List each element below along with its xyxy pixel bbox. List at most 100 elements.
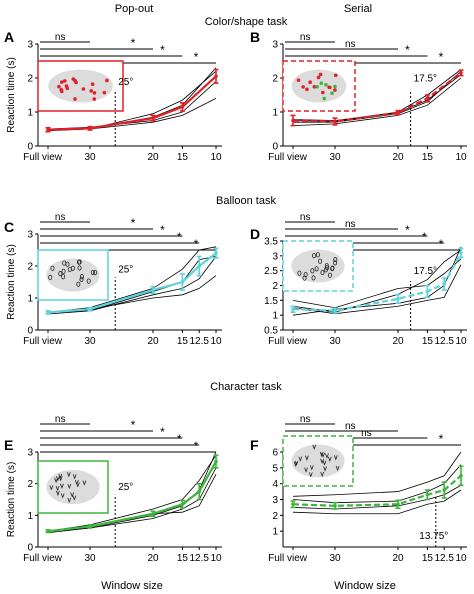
x-tick-label: Full view xyxy=(268,152,308,163)
stimulus-dot xyxy=(308,80,312,85)
stimulus-dot xyxy=(316,75,321,80)
sig-label: * xyxy=(422,230,427,244)
character-glyph xyxy=(298,456,303,462)
x-tick-label: 15 xyxy=(177,336,189,347)
character-glyph xyxy=(72,495,77,501)
panel-C: Cns * * * * 0 1 2 3 Full view 30 20 15 12.5 10 Reaction… xyxy=(4,212,222,347)
y-tick-label: 2 xyxy=(272,281,278,292)
stimulus-dot xyxy=(65,86,70,91)
character-glyph xyxy=(74,479,79,486)
y-tick-label: 1 xyxy=(272,527,278,538)
mean-point xyxy=(425,96,430,101)
character-glyph xyxy=(305,455,309,461)
character-glyph xyxy=(67,497,72,503)
y-tick-label: 0 xyxy=(27,142,33,153)
y-axis-label: Reaction time (s) xyxy=(6,462,17,538)
stimulus-dot xyxy=(63,79,67,83)
sig-label: ns xyxy=(345,39,356,50)
balloon-glyph xyxy=(310,268,315,274)
sig-label: * xyxy=(439,432,444,446)
stimulus-dot xyxy=(319,81,324,85)
x-tick-label: 10 xyxy=(455,336,467,347)
x-tick-label: 10 xyxy=(210,152,222,163)
balloon-glyph xyxy=(58,271,63,277)
stimulus-dot xyxy=(315,84,319,89)
panel-letter: B xyxy=(250,29,260,45)
sig-label: ns xyxy=(300,212,311,223)
sig-label: * xyxy=(160,43,165,57)
mean-point xyxy=(442,282,447,286)
sig-label: * xyxy=(439,50,444,64)
x-tick-label: 15 xyxy=(422,336,434,347)
stimulus-dot xyxy=(71,77,76,81)
character-glyph xyxy=(320,458,324,464)
x-tick-label: 30 xyxy=(84,553,96,564)
individual-trace xyxy=(292,246,462,316)
sig-label: ns xyxy=(300,32,311,43)
sig-label: * xyxy=(160,425,165,439)
sig-label: * xyxy=(177,230,182,244)
x-tick-label: Full view xyxy=(23,152,63,163)
stimulus-dot xyxy=(333,88,337,92)
balloon-glyph xyxy=(77,265,82,271)
y-tick-label: 0.5 xyxy=(264,326,278,337)
stimulus-dot xyxy=(89,89,93,93)
stimulus-dot xyxy=(318,72,323,77)
character-glyph xyxy=(56,476,60,482)
character-glyph xyxy=(319,451,324,458)
balloon-glyph xyxy=(318,258,323,264)
individual-trace xyxy=(47,246,217,313)
stimulus-dot xyxy=(327,85,332,90)
stimulus-dot xyxy=(92,97,97,101)
y-tick-label: 3 xyxy=(27,230,33,241)
column-header-serial: Serial xyxy=(344,3,372,15)
stimulus-dot xyxy=(59,80,64,84)
stimulus-dot xyxy=(322,96,327,101)
individual-trace xyxy=(47,454,217,532)
mean-point xyxy=(180,105,185,109)
character-glyph xyxy=(309,465,314,471)
sig-label: ns xyxy=(345,219,356,230)
row-header-character: Character task xyxy=(210,381,282,393)
balloon-glyph xyxy=(320,269,325,276)
panel-D: Dns ns * * * 0.5 1 1.5 2 2.5 3 3.5 Full view 30 20 15 12… xyxy=(250,212,467,347)
character-glyph xyxy=(56,490,60,497)
y-tick-label: 3 xyxy=(27,448,33,459)
x-tick-label: 20 xyxy=(147,336,159,347)
character-glyph xyxy=(294,460,299,467)
character-glyph xyxy=(67,483,72,490)
sig-label: * xyxy=(405,223,410,237)
balloon-glyph xyxy=(70,265,75,271)
stimulus-dot xyxy=(333,84,337,89)
y-axis-label: Reaction time (s) xyxy=(6,57,17,133)
character-glyph xyxy=(323,466,327,472)
mean-point xyxy=(442,488,447,492)
x-tick-label: Full view xyxy=(23,553,63,564)
stimulus-dot xyxy=(324,83,328,87)
character-glyph xyxy=(304,467,308,473)
balloon-glyph xyxy=(330,265,335,271)
y-tick-label: 1 xyxy=(272,108,278,119)
character-glyph xyxy=(58,473,63,479)
x-tick-label: 10 xyxy=(210,553,222,564)
threshold-label: 13.75° xyxy=(419,531,448,542)
character-glyph xyxy=(308,472,313,478)
mean-line xyxy=(292,252,462,312)
x-tick-label: 15 xyxy=(177,553,189,564)
individual-trace xyxy=(292,451,462,497)
inset-patch xyxy=(48,69,113,103)
balloon-glyph xyxy=(76,281,81,287)
panel-E: Ens * * * * 0 1 2 3 Full view 30 20 15 12.5 10 Reaction… xyxy=(4,414,222,564)
balloon-glyph xyxy=(327,272,332,278)
balloon-glyph xyxy=(333,257,338,263)
sig-label: * xyxy=(194,439,199,453)
mean-point xyxy=(46,310,50,315)
mean-point xyxy=(197,489,201,494)
threshold-label: 25° xyxy=(118,482,133,493)
y-tick-label: 4 xyxy=(272,479,278,490)
stimulus-dot xyxy=(105,78,109,83)
row-header-color-shape: Color/shape task xyxy=(205,16,288,28)
x-tick-label: 30 xyxy=(329,336,341,347)
